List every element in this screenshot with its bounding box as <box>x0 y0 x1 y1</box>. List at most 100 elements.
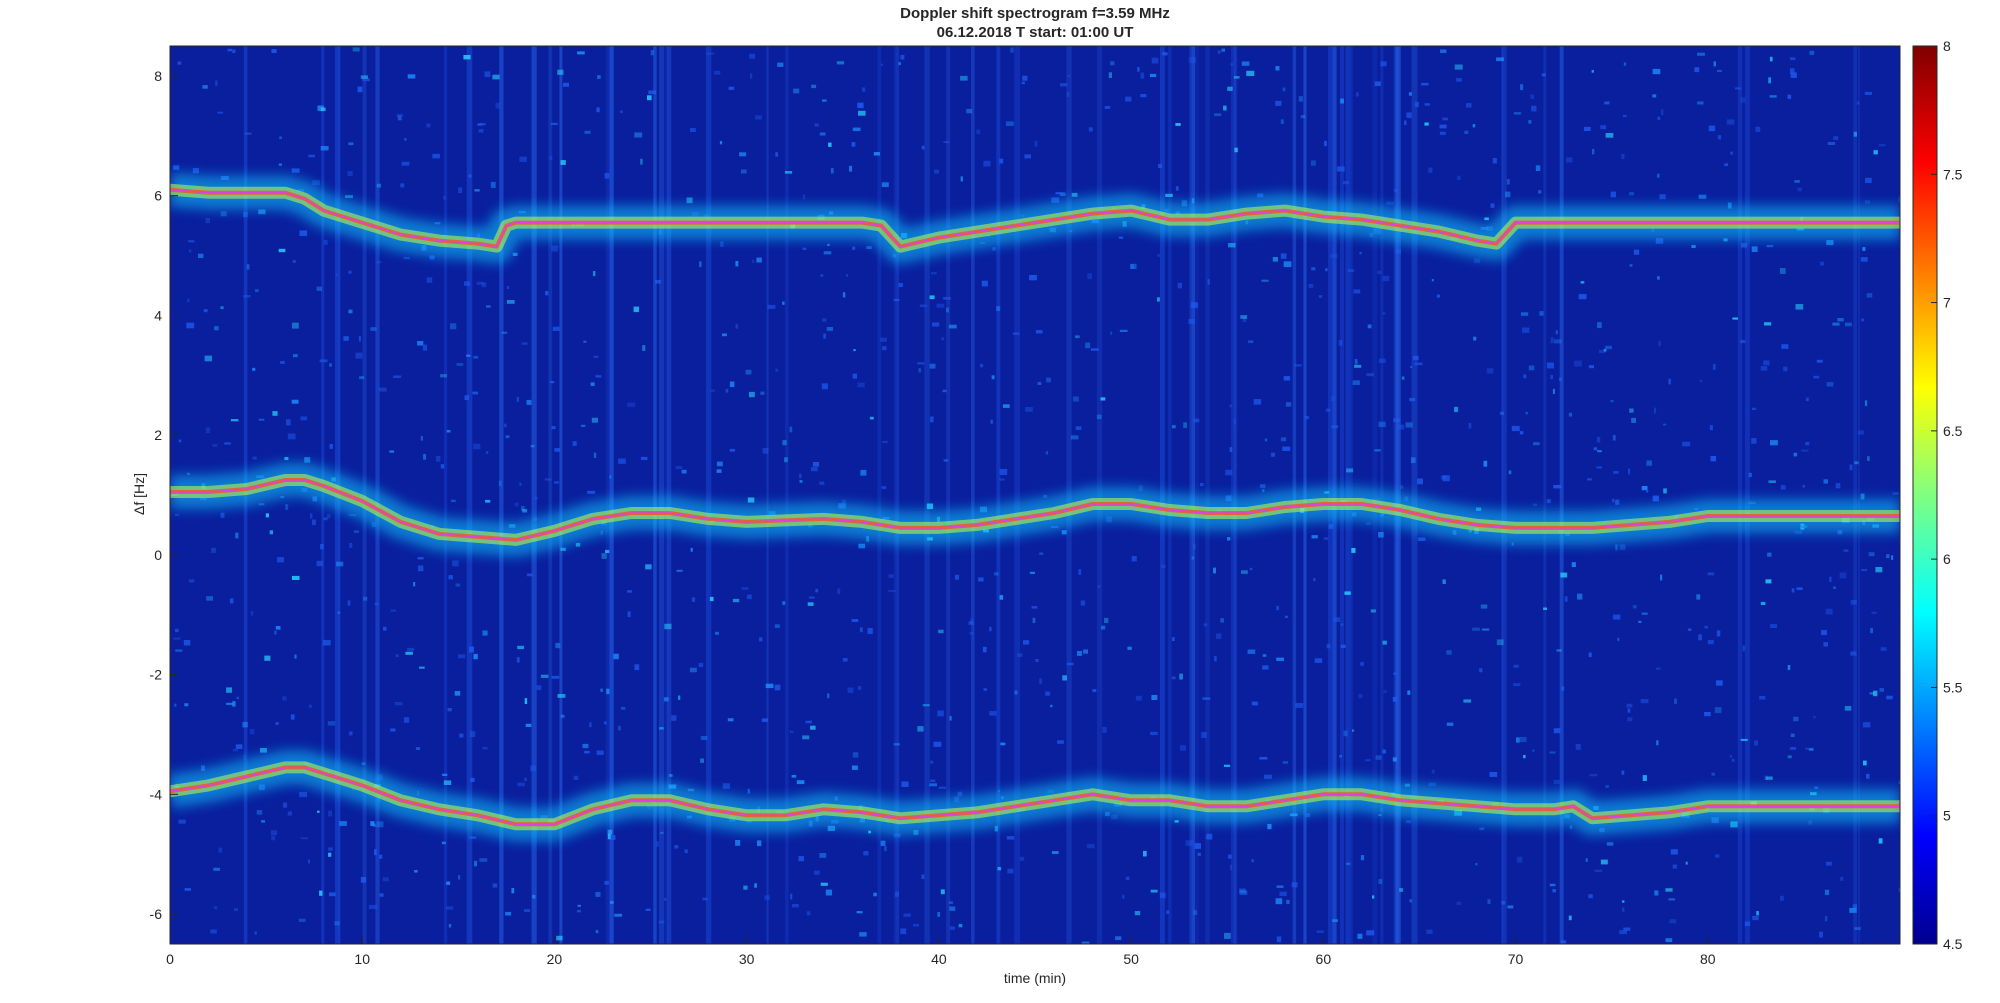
noise-speckle-dot <box>1617 637 1620 641</box>
noise-speckle-dot <box>1801 449 1809 452</box>
noise-speckle-dot <box>922 704 930 707</box>
doppler-trace-3 <box>170 766 1900 825</box>
noise-speckle-dot <box>1519 431 1524 435</box>
noise-speckle-dot <box>469 646 474 653</box>
noise-speckle-dot <box>1862 247 1866 251</box>
noise-speckle-dot <box>1401 376 1405 380</box>
noise-speckle-dot <box>676 569 683 572</box>
noise-speckle-dot <box>450 323 457 330</box>
noise-speckle-dot <box>966 108 973 114</box>
noise-speckle-dot <box>1340 623 1344 627</box>
noise-speckle-dot <box>256 810 263 815</box>
noise-speckle-dot <box>280 361 285 364</box>
noise-speckle-dot <box>397 115 402 121</box>
noise-speckle-dot <box>286 419 291 426</box>
noise-speckle-dot <box>1406 820 1412 824</box>
noise-speckle-dot <box>1264 774 1272 779</box>
noise-speckle-dot <box>1017 653 1023 657</box>
noise-speckle-dot <box>1216 633 1222 639</box>
noise-speckle-dot <box>1421 82 1429 86</box>
noise-speckle-dot <box>919 304 927 307</box>
noise-column <box>1559 46 1564 944</box>
noise-speckle-dot <box>401 161 410 166</box>
noise-speckle-dot <box>226 702 234 705</box>
noise-speckle-dot <box>710 389 716 392</box>
noise-speckle-dot <box>618 458 626 464</box>
noise-speckle-dot <box>1185 840 1194 846</box>
noise-speckle-dot <box>1241 61 1250 66</box>
noise-speckle-dot <box>552 326 560 331</box>
noise-speckle-dot <box>847 687 854 693</box>
noise-speckle-dot <box>275 626 281 630</box>
noise-speckle-dot <box>668 774 673 777</box>
noise-speckle-dot <box>936 303 945 308</box>
noise-speckle-dot <box>828 142 832 147</box>
noise-speckle-dot <box>1229 404 1233 408</box>
noise-speckle-dot <box>1867 456 1870 461</box>
noise-speckle-dot <box>1726 119 1735 125</box>
noise-speckle-dot <box>836 61 845 65</box>
noise-speckle-dot <box>1561 686 1565 691</box>
noise-speckle-dot <box>458 187 463 193</box>
noise-speckle-dot <box>1006 836 1015 840</box>
noise-speckle-dot <box>1354 364 1362 368</box>
noise-speckle-dot <box>1223 764 1231 767</box>
noise-speckle-dot <box>1131 264 1134 269</box>
noise-speckle-dot <box>1731 758 1735 762</box>
noise-speckle-dot <box>1275 66 1280 71</box>
noise-speckle-dot <box>1832 322 1840 326</box>
noise-speckle-dot <box>220 306 224 310</box>
noise-speckle-dot <box>584 750 590 754</box>
noise-speckle-dot <box>1143 850 1147 857</box>
noise-speckle-dot <box>1486 368 1494 374</box>
noise-speckle-dot <box>1843 549 1849 552</box>
colorbar-tick-label: 6.5 <box>1943 423 1963 439</box>
noise-speckle-dot <box>1698 634 1702 641</box>
noise-speckle-dot <box>205 427 211 434</box>
noise-speckle-dot <box>235 532 239 539</box>
noise-speckle-dot <box>1589 774 1598 777</box>
noise-speckle-dot <box>285 504 289 510</box>
noise-speckle-dot <box>1408 92 1412 96</box>
noise-speckle-dot <box>852 127 861 132</box>
noise-speckle-dot <box>798 856 804 862</box>
noise-speckle-dot <box>1631 417 1636 423</box>
noise-speckle-dot <box>1668 898 1676 901</box>
noise-speckle-dot <box>1101 625 1106 630</box>
noise-speckle-dot <box>820 274 824 277</box>
noise-speckle-dot <box>1553 728 1561 734</box>
noise-speckle-dot <box>613 653 619 660</box>
noise-speckle-dot <box>1632 605 1637 609</box>
noise-speckle-dot <box>747 497 755 503</box>
noise-speckle-dot <box>1424 103 1430 106</box>
noise-speckle-dot <box>374 602 379 606</box>
noise-speckle-dot <box>700 758 704 763</box>
noise-speckle-dot <box>882 346 887 351</box>
noise-speckle-dot <box>485 499 491 503</box>
noise-speckle-dot <box>1674 698 1677 704</box>
noise-speckle-dot <box>1157 254 1160 257</box>
noise-speckle-dot <box>1473 336 1477 341</box>
noise-speckle-dot <box>186 322 195 329</box>
noise-speckle-dot <box>1825 861 1832 866</box>
noise-speckle-dot <box>642 345 646 351</box>
noise-speckle-dot <box>1657 116 1661 120</box>
noise-speckle-dot <box>1566 157 1573 163</box>
noise-speckle-dot <box>1656 740 1659 746</box>
noise-speckle-dot <box>1729 755 1733 758</box>
noise-speckle-dot <box>857 102 864 109</box>
noise-speckle-dot <box>1833 586 1836 589</box>
noise-speckle-dot <box>1732 317 1738 320</box>
noise-speckle-dot <box>859 932 867 937</box>
noise-speckle-dot <box>1359 251 1362 255</box>
noise-speckle-dot <box>620 110 623 113</box>
noise-speckle-dot <box>1871 611 1877 614</box>
noise-speckle-dot <box>1472 124 1476 128</box>
noise-speckle-dot <box>698 663 704 667</box>
noise-speckle-dot <box>1886 554 1890 559</box>
noise-speckle-dot <box>1552 889 1556 893</box>
noise-speckle-dot <box>524 777 527 782</box>
noise-speckle-dot <box>1528 120 1532 124</box>
noise-speckle-dot <box>823 333 826 339</box>
noise-speckle-dot <box>1280 119 1284 124</box>
